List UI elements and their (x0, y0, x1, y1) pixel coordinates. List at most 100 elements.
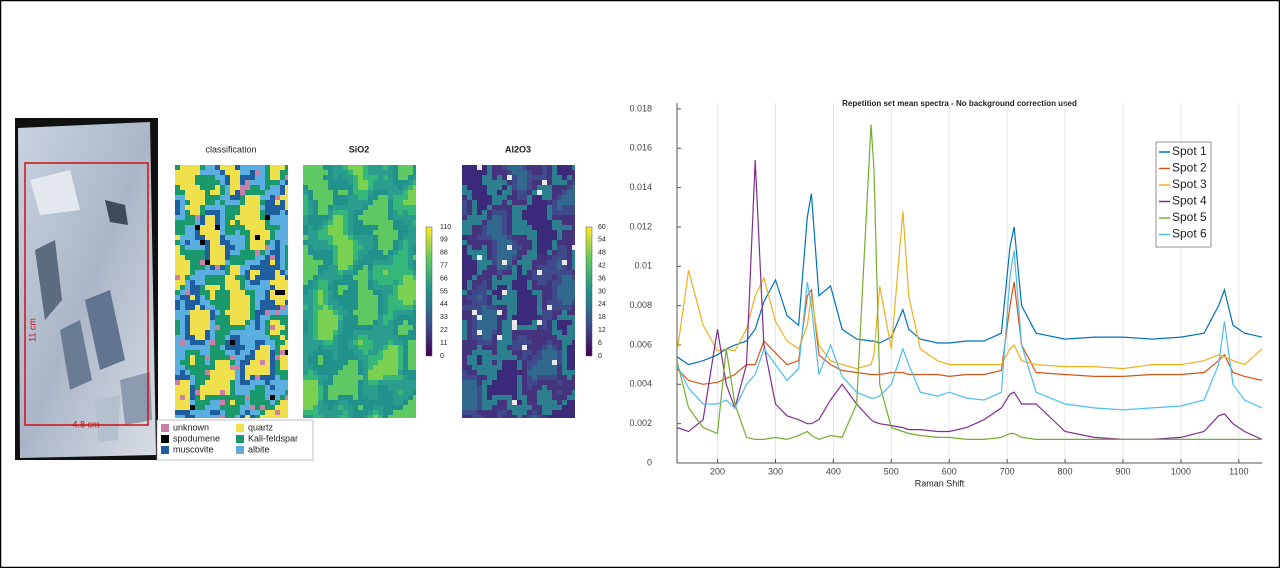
map-cell (552, 180, 557, 185)
map-cell (323, 350, 328, 355)
map-cell (557, 180, 562, 185)
map-cell (572, 415, 575, 418)
map-cell (353, 315, 358, 320)
map-cell (542, 300, 547, 305)
map-cell (507, 315, 512, 320)
map-cell (502, 305, 507, 310)
map-cell (190, 385, 195, 390)
map-cell (260, 330, 265, 335)
map-cell (527, 295, 532, 300)
map-cell (190, 375, 195, 380)
map-cell (557, 390, 562, 395)
map-cell (220, 415, 225, 418)
map-cell (537, 400, 542, 405)
map-cell (230, 175, 235, 180)
map-cell (235, 220, 240, 225)
map-cell (477, 410, 482, 415)
map-cell (517, 225, 522, 230)
map-cell (467, 170, 472, 175)
map-cell (250, 335, 255, 340)
map-cell (230, 395, 235, 400)
map-cell (462, 285, 467, 290)
map-cell (522, 225, 527, 230)
map-cell (388, 300, 393, 305)
map-cell (333, 375, 338, 380)
map-cell (497, 345, 502, 350)
map-cell (260, 325, 265, 330)
map-cell (260, 240, 265, 245)
map-cell (497, 300, 502, 305)
map-cell (255, 275, 260, 280)
map-cell (497, 370, 502, 375)
map-cell (275, 295, 280, 300)
map-cell (280, 260, 285, 265)
map-cell (547, 215, 552, 220)
map-cell (195, 195, 200, 200)
map-cell (373, 395, 378, 400)
map-cell (353, 330, 358, 335)
map-cell (383, 270, 388, 275)
map-cell (358, 250, 363, 255)
map-cell (537, 230, 542, 235)
map-cell (240, 215, 245, 220)
map-cell (195, 295, 200, 300)
map-cell (318, 370, 323, 375)
map-cell (462, 360, 467, 365)
map-cell (408, 270, 413, 275)
map-cell (180, 310, 185, 315)
map-cell (393, 260, 398, 265)
map-cell (275, 365, 280, 370)
map-cell (210, 370, 215, 375)
map-cell (562, 315, 567, 320)
map-cell (210, 190, 215, 195)
map-cell (497, 215, 502, 220)
map-cell (308, 370, 313, 375)
map-cell (255, 240, 260, 245)
map-cell (378, 225, 383, 230)
map-cell (333, 340, 338, 345)
map-cell (537, 260, 542, 265)
map-cell (205, 320, 210, 325)
map-cell (348, 355, 353, 360)
map-cell (408, 340, 413, 345)
map-cell (542, 375, 547, 380)
map-cell (522, 375, 527, 380)
map-cell (492, 190, 497, 195)
map-cell (210, 240, 215, 245)
map-cell (517, 320, 522, 325)
map-cell (552, 235, 557, 240)
map-cell (215, 245, 220, 250)
map-cell (542, 365, 547, 370)
map-cell (225, 165, 230, 170)
map-cell (413, 215, 416, 220)
map-cell (210, 175, 215, 180)
map-cell (462, 370, 467, 375)
map-cell (275, 285, 280, 290)
map-cell (532, 340, 537, 345)
map-cell (270, 290, 275, 295)
map-cell (255, 320, 260, 325)
map-cell (477, 360, 482, 365)
map-cell (557, 260, 562, 265)
map-cell (368, 195, 373, 200)
map-cell (285, 335, 288, 340)
map-cell (308, 350, 313, 355)
map-cell (467, 225, 472, 230)
map-cell (200, 395, 205, 400)
map-cell (542, 340, 547, 345)
map-cell (328, 255, 333, 260)
map-cell (487, 255, 492, 260)
map-cell (512, 195, 517, 200)
map-cell (413, 275, 416, 280)
map-cell (507, 405, 512, 410)
map-cell (190, 285, 195, 290)
map-cell (348, 210, 353, 215)
map-cell (280, 415, 285, 418)
map-cell (413, 185, 416, 190)
map-cell (383, 220, 388, 225)
map-cell (275, 405, 280, 410)
map-cell (487, 345, 492, 350)
map-cell (462, 405, 467, 410)
map-cell (348, 370, 353, 375)
map-cell (413, 245, 416, 250)
